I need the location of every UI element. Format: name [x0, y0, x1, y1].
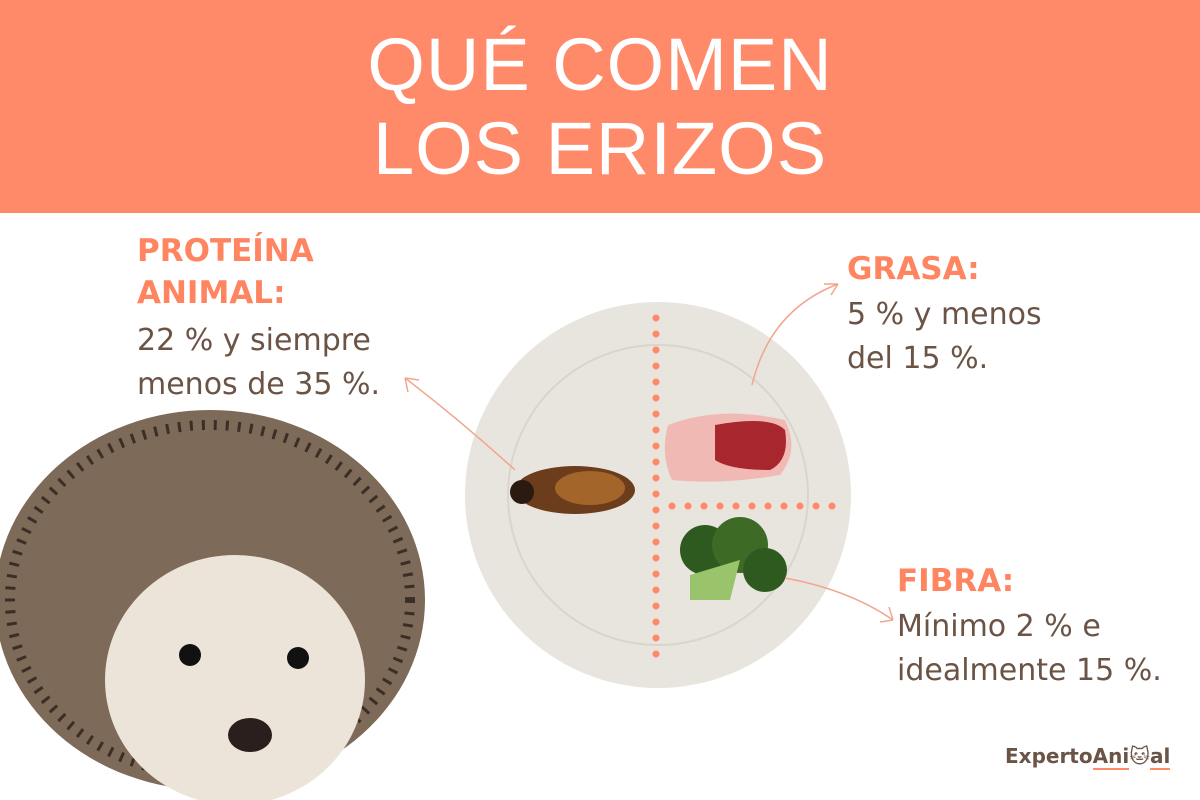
- fiber-heading: FIBRA:: [897, 563, 1015, 599]
- cockroach-image: [510, 466, 635, 514]
- protein-heading-1: PROTEÍNA: [137, 233, 314, 269]
- protein-text-1: 22 % y siempre: [137, 323, 371, 358]
- fat-heading: GRASA:: [847, 251, 980, 287]
- expertoanimal-logo: ExpertoAni🐱al: [1005, 744, 1171, 770]
- fiber-text-1: Mínimo 2 % e: [897, 609, 1101, 644]
- arrow-fiber: [784, 577, 894, 621]
- protein-heading-2: ANIMAL:: [137, 275, 286, 311]
- meat-image: [664, 413, 792, 482]
- logo-text-1: Experto: [1005, 744, 1093, 768]
- logo-text-3: al: [1150, 744, 1171, 770]
- hedgehog-image: [0, 410, 425, 800]
- fat-text-1: 5 % y menos: [847, 297, 1042, 332]
- title-line-1: QUÉ COMEN: [367, 22, 833, 106]
- title-line-2: LOS ERIZOS: [372, 106, 828, 190]
- cat-icon: 🐱: [1129, 744, 1151, 768]
- title-banner: QUÉ COMEN LOS ERIZOS: [0, 0, 1200, 213]
- protein-text-2: menos de 35 %.: [137, 367, 381, 402]
- arrow-protein: [404, 377, 516, 471]
- fiber-text-2: idealmente 15 %.: [897, 653, 1162, 688]
- broccoli-image: [680, 517, 787, 600]
- arrow-fat: [751, 283, 839, 386]
- fat-text-2: del 15 %.: [847, 341, 989, 376]
- logo-text-2: Ani: [1092, 744, 1130, 770]
